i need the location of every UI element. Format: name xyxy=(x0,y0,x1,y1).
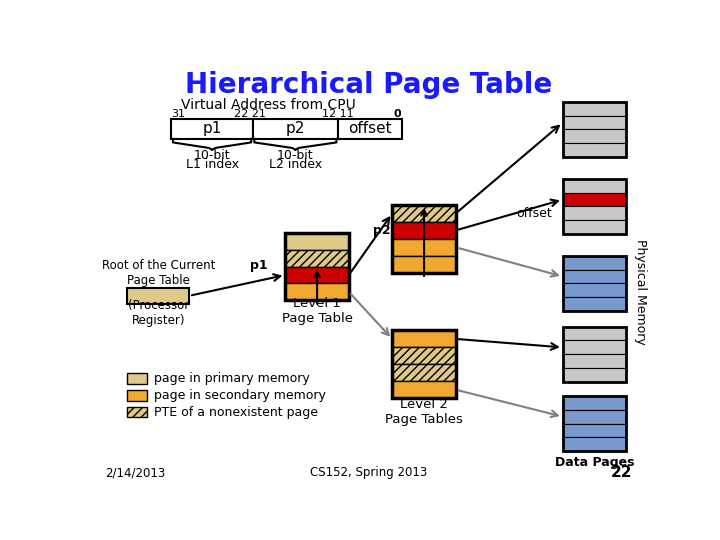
Text: Virtual Address from CPU: Virtual Address from CPU xyxy=(181,98,356,112)
Text: L1 index: L1 index xyxy=(186,158,238,171)
Bar xyxy=(392,381,456,398)
Text: 2/14/2013: 2/14/2013 xyxy=(106,467,166,480)
Text: Physical Memory: Physical Memory xyxy=(634,239,647,345)
Bar xyxy=(127,288,189,303)
Text: Data Pages: Data Pages xyxy=(555,456,634,469)
Bar xyxy=(563,179,626,193)
Bar xyxy=(392,347,456,365)
Bar xyxy=(285,267,349,284)
Bar xyxy=(563,193,626,206)
Bar xyxy=(563,256,626,311)
Text: Level 1
Page Table: Level 1 Page Table xyxy=(282,297,353,325)
Bar xyxy=(563,284,626,298)
Text: p1: p1 xyxy=(202,121,222,136)
Text: offset: offset xyxy=(348,121,392,136)
Text: 31: 31 xyxy=(171,109,185,119)
Bar xyxy=(392,222,456,239)
Bar xyxy=(563,143,626,157)
Text: page in secondary memory: page in secondary memory xyxy=(153,389,325,402)
Bar xyxy=(285,233,349,300)
Bar xyxy=(563,102,626,116)
Bar xyxy=(563,116,626,130)
Text: 22: 22 xyxy=(611,465,632,481)
Bar xyxy=(392,330,456,398)
Text: page in primary memory: page in primary memory xyxy=(153,372,310,384)
Bar xyxy=(563,396,626,451)
Text: 10-bit: 10-bit xyxy=(277,149,314,162)
Bar xyxy=(392,330,456,347)
Text: PTE of a nonexistent page: PTE of a nonexistent page xyxy=(153,406,318,419)
Text: 12 11: 12 11 xyxy=(322,109,354,119)
Bar xyxy=(338,119,402,139)
Bar xyxy=(563,179,626,234)
Text: p2: p2 xyxy=(372,224,390,237)
Bar xyxy=(563,423,626,437)
Text: offset: offset xyxy=(516,207,552,220)
Bar xyxy=(253,119,338,139)
Bar xyxy=(563,130,626,143)
Text: p1: p1 xyxy=(250,259,268,272)
Bar xyxy=(563,354,626,368)
Bar xyxy=(127,390,148,401)
Bar xyxy=(285,284,349,300)
Text: 10-bit: 10-bit xyxy=(194,149,230,162)
Bar xyxy=(563,327,626,382)
Bar xyxy=(563,327,626,340)
Bar xyxy=(563,256,626,269)
Text: Hierarchical Page Table: Hierarchical Page Table xyxy=(185,71,553,99)
Bar xyxy=(563,206,626,220)
Bar xyxy=(127,373,148,383)
Text: L2 index: L2 index xyxy=(269,158,322,171)
Text: (Processor
Register): (Processor Register) xyxy=(127,299,189,327)
Text: p2: p2 xyxy=(286,121,305,136)
Bar xyxy=(563,340,626,354)
Bar xyxy=(563,410,626,423)
Bar xyxy=(285,249,349,267)
Bar xyxy=(563,396,626,410)
Bar xyxy=(392,205,456,222)
Bar xyxy=(563,368,626,382)
Bar xyxy=(127,407,148,417)
Text: Root of the Current
Page Table: Root of the Current Page Table xyxy=(102,259,215,287)
Bar xyxy=(563,269,626,284)
Text: Level 2
Page Tables: Level 2 Page Tables xyxy=(385,398,463,426)
Bar xyxy=(563,298,626,311)
Text: 0: 0 xyxy=(394,109,402,119)
Bar xyxy=(563,102,626,157)
Text: 22 21: 22 21 xyxy=(235,109,266,119)
Text: CS152, Spring 2013: CS152, Spring 2013 xyxy=(310,467,428,480)
Bar xyxy=(285,233,349,249)
Bar xyxy=(392,364,456,381)
Bar xyxy=(392,256,456,273)
Bar xyxy=(563,437,626,451)
Bar xyxy=(563,220,626,234)
Bar xyxy=(171,119,253,139)
Bar xyxy=(392,205,456,273)
Bar xyxy=(392,239,456,256)
